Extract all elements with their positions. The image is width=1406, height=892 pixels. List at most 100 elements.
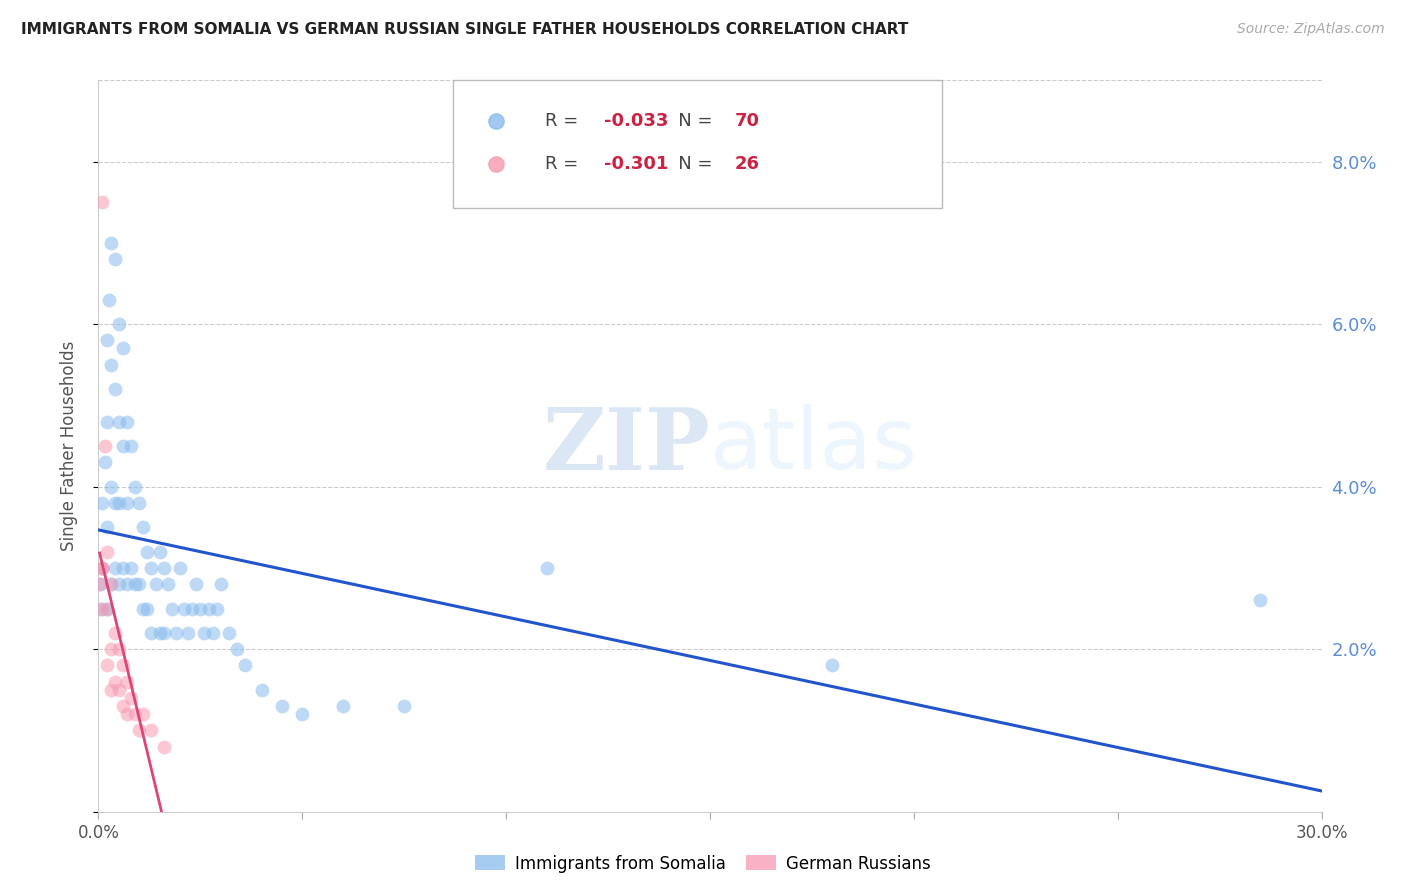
Point (90, 561, 112, 575)
Point (124, 480, 146, 494)
Point (108, 577, 131, 591)
Point (89, 577, 111, 591)
Point (141, 561, 163, 575)
Text: N =: N = (661, 112, 718, 129)
Point (91, 195, 114, 210)
Point (91, 601, 114, 615)
Point (115, 674, 138, 689)
Point (165, 626, 187, 640)
Point (108, 496, 131, 510)
Point (821, 658, 844, 673)
Point (111, 658, 134, 673)
Point (108, 682, 131, 697)
Point (96, 601, 118, 615)
Point (205, 601, 228, 615)
Point (91, 561, 114, 575)
Point (108, 317, 131, 331)
Point (115, 707, 138, 722)
Point (104, 252, 127, 266)
Point (111, 699, 134, 714)
Point (89, 577, 111, 591)
Point (291, 707, 314, 722)
Point (201, 626, 224, 640)
Point (111, 561, 134, 575)
Point (120, 690, 142, 705)
Text: atlas: atlas (710, 404, 918, 488)
Point (100, 358, 122, 372)
Point (111, 342, 134, 356)
Point (128, 577, 150, 591)
Y-axis label: Single Father Households: Single Father Households (59, 341, 77, 551)
Point (115, 496, 138, 510)
Text: N =: N = (661, 155, 718, 173)
Point (209, 577, 232, 591)
Point (132, 601, 155, 615)
Point (136, 544, 159, 558)
Point (104, 674, 127, 689)
Point (128, 496, 150, 510)
Point (93, 455, 115, 469)
Point (111, 439, 134, 453)
Text: IMMIGRANTS FROM SOMALIA VS GERMAN RUSSIAN SINGLE FATHER HOUSEHOLDS CORRELATION C: IMMIGRANTS FROM SOMALIA VS GERMAN RUSSIA… (21, 22, 908, 37)
Point (104, 561, 127, 575)
Text: R =: R = (546, 155, 583, 173)
Point (96, 601, 118, 615)
Point (100, 235, 122, 250)
Point (104, 626, 127, 640)
Point (100, 577, 122, 591)
Point (233, 658, 256, 673)
Text: 70: 70 (734, 112, 759, 129)
Point (152, 561, 174, 575)
Point (392, 699, 416, 714)
Point (96, 334, 118, 348)
Point (141, 626, 163, 640)
Point (536, 561, 558, 575)
Text: -0.301: -0.301 (603, 155, 668, 173)
Point (149, 626, 172, 640)
Point (1249, 593, 1271, 607)
Point (218, 626, 240, 640)
Point (226, 642, 249, 657)
Point (96, 658, 118, 673)
Point (104, 496, 127, 510)
Point (132, 520, 155, 534)
Legend: Immigrants from Somalia, German Russians: Immigrants from Somalia, German Russians (468, 848, 938, 880)
Point (193, 626, 215, 640)
Point (152, 739, 174, 754)
Point (97, 293, 120, 307)
FancyBboxPatch shape (453, 80, 942, 209)
Point (332, 699, 354, 714)
Point (91, 561, 114, 575)
Point (115, 577, 138, 591)
Point (152, 626, 174, 640)
Point (96, 520, 118, 534)
Point (115, 415, 138, 429)
Point (100, 577, 122, 591)
Point (91, 496, 114, 510)
Point (132, 707, 155, 722)
Point (96, 415, 118, 429)
Point (145, 577, 167, 591)
Point (108, 415, 131, 429)
Point (181, 601, 204, 615)
Point (270, 699, 294, 714)
Point (173, 601, 195, 615)
Point (108, 642, 131, 657)
Point (93, 439, 115, 453)
Point (89, 601, 111, 615)
Point (124, 577, 146, 591)
Point (186, 577, 208, 591)
Text: Source: ZipAtlas.com: Source: ZipAtlas.com (1237, 22, 1385, 37)
Point (128, 723, 150, 738)
Point (156, 577, 179, 591)
Point (169, 561, 191, 575)
Text: -0.033: -0.033 (603, 112, 668, 129)
Point (124, 707, 146, 722)
Text: R =: R = (546, 112, 583, 129)
Point (136, 601, 159, 615)
Point (188, 601, 212, 615)
Text: 26: 26 (734, 155, 759, 173)
Point (149, 544, 172, 558)
Point (104, 382, 127, 396)
Point (96, 544, 118, 558)
